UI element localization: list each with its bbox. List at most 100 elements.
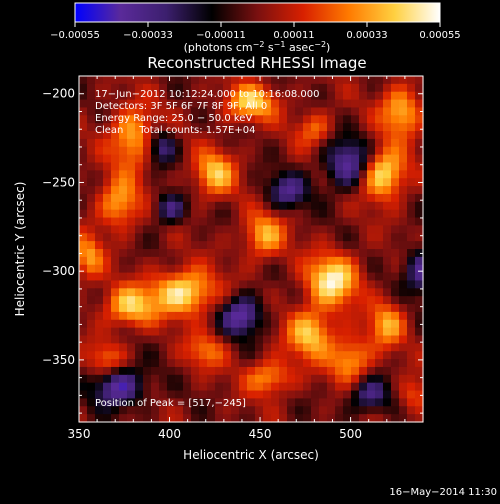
heatmap-cell bbox=[247, 288, 256, 297]
heatmap-cell bbox=[399, 304, 408, 313]
heatmap-cell bbox=[223, 398, 232, 407]
heatmap-cell bbox=[375, 343, 384, 352]
heatmap-cell bbox=[191, 256, 200, 266]
heatmap-cell bbox=[143, 288, 152, 297]
heatmap-cell bbox=[151, 201, 160, 211]
heatmap-cell bbox=[119, 359, 128, 368]
heatmap-cell bbox=[239, 115, 248, 124]
heatmap-cell bbox=[407, 359, 416, 368]
heatmap-cell bbox=[279, 335, 288, 344]
heatmap-cell bbox=[351, 91, 360, 101]
heatmap-cell bbox=[183, 390, 192, 400]
heatmap-cell bbox=[151, 154, 160, 164]
heatmap-cell bbox=[215, 178, 224, 187]
heatmap-cell bbox=[223, 225, 232, 234]
heatmap-cell bbox=[135, 170, 144, 179]
heatmap-cell bbox=[183, 366, 192, 376]
heatmap-cell bbox=[111, 390, 120, 400]
heatmap-cell bbox=[303, 241, 312, 250]
heatmap-cell bbox=[95, 115, 104, 124]
heatmap-cell bbox=[119, 351, 128, 360]
heatmap-cell bbox=[279, 233, 288, 242]
heatmap-cell bbox=[407, 162, 416, 171]
heatmap-cell bbox=[351, 186, 360, 195]
heatmap-cell bbox=[383, 414, 392, 423]
heatmap-cell bbox=[415, 264, 424, 274]
heatmap-cell bbox=[239, 178, 248, 187]
heatmap-cell bbox=[263, 374, 272, 384]
heatmap-cell bbox=[311, 209, 320, 219]
heatmap-cell bbox=[87, 225, 96, 234]
heatmap-cell bbox=[343, 217, 352, 227]
heatmap-cell bbox=[383, 138, 392, 148]
heatmap-cell bbox=[103, 225, 112, 234]
heatmap-cell bbox=[399, 193, 408, 203]
heatmap-cell bbox=[183, 123, 192, 132]
heatmap-cell bbox=[263, 390, 272, 400]
heatmap-cell bbox=[383, 131, 392, 140]
heatmap-cell bbox=[335, 288, 344, 297]
heatmap-cell bbox=[175, 304, 184, 313]
heatmap-cell bbox=[215, 91, 224, 101]
heatmap-cell bbox=[223, 131, 232, 140]
heatmap-cell bbox=[343, 201, 352, 211]
heatmap-cell bbox=[295, 359, 304, 368]
heatmap-cell bbox=[119, 327, 128, 337]
heatmap-cell bbox=[79, 311, 88, 321]
heatmap-cell bbox=[351, 374, 360, 384]
heatmap-cell bbox=[271, 123, 280, 132]
heatmap-cell bbox=[87, 154, 96, 164]
heatmap-cell bbox=[207, 162, 216, 171]
heatmap-cell bbox=[127, 398, 136, 407]
heatmap-cell bbox=[295, 146, 304, 156]
heatmap-cell bbox=[79, 406, 88, 415]
heatmap-cell bbox=[167, 193, 176, 203]
footer-timestamp: 16−May−2014 11:30 bbox=[389, 487, 497, 498]
heatmap-cell bbox=[351, 241, 360, 250]
heatmap-cell bbox=[407, 91, 416, 101]
heatmap-cell bbox=[311, 256, 320, 266]
heatmap-cell bbox=[143, 91, 152, 101]
heatmap-cell bbox=[415, 374, 424, 384]
heatmap-cell bbox=[159, 107, 168, 116]
heatmap-cell bbox=[255, 76, 264, 85]
heatmap-cell bbox=[407, 209, 416, 219]
heatmap-cell bbox=[383, 123, 392, 132]
heatmap-cell bbox=[159, 233, 168, 242]
heatmap-cell bbox=[343, 146, 352, 156]
heatmap-cell bbox=[119, 264, 128, 274]
heatmap-cell bbox=[199, 296, 208, 305]
heatmap-cell bbox=[415, 115, 424, 124]
heatmap-cell bbox=[167, 225, 176, 234]
heatmap-cell bbox=[79, 193, 88, 203]
heatmap-cell bbox=[295, 374, 304, 384]
heatmap-cell bbox=[247, 382, 256, 392]
heatmap-cell bbox=[191, 162, 200, 171]
heatmap-cell bbox=[279, 304, 288, 313]
heatmap-cell bbox=[271, 138, 280, 148]
heatmap-cell bbox=[351, 123, 360, 132]
heatmap-cell bbox=[167, 280, 176, 289]
heatmap-cell bbox=[319, 398, 328, 407]
heatmap-cell bbox=[255, 256, 264, 266]
heatmap-cell bbox=[351, 311, 360, 321]
heatmap-cell bbox=[159, 249, 168, 258]
heatmap-cell bbox=[327, 382, 336, 392]
heatmap-cell bbox=[207, 83, 216, 93]
heatmap-cell bbox=[263, 359, 272, 368]
heatmap-cell bbox=[311, 225, 320, 234]
heatmap-cell bbox=[343, 272, 352, 282]
heatmap-cell bbox=[199, 359, 208, 368]
heatmap-cell bbox=[335, 311, 344, 321]
heatmap-cell bbox=[79, 123, 88, 132]
heatmap-cell bbox=[415, 138, 424, 148]
heatmap-cell bbox=[239, 138, 248, 148]
heatmap-cell bbox=[119, 99, 128, 109]
heatmap-cell bbox=[215, 414, 224, 423]
heatmap-cell bbox=[191, 83, 200, 93]
heatmap-cell bbox=[303, 154, 312, 164]
heatmap-cell bbox=[375, 272, 384, 282]
heatmap-cell bbox=[239, 170, 248, 179]
heatmap-cell bbox=[263, 249, 272, 258]
heatmap-cell bbox=[327, 225, 336, 234]
